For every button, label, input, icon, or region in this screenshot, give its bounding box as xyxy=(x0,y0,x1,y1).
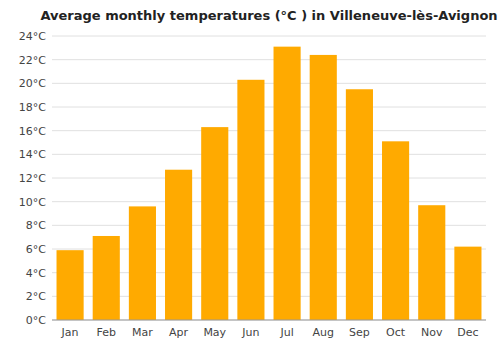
y-tick-label: 18°C xyxy=(19,101,46,114)
chart-container: Average monthly temperatures (°C ) in Vi… xyxy=(0,0,500,350)
x-tick-label: May xyxy=(203,326,226,339)
bar xyxy=(418,205,445,320)
x-tick-label: Nov xyxy=(421,326,443,339)
grid-line xyxy=(52,36,486,37)
bar xyxy=(237,80,264,320)
bar xyxy=(274,47,301,320)
bars xyxy=(57,47,482,320)
x-tick-label: Jul xyxy=(279,326,293,339)
grid-line xyxy=(52,154,486,155)
bar xyxy=(310,55,337,320)
x-tick-label: Apr xyxy=(169,326,189,339)
y-tick-label: 6°C xyxy=(26,243,46,256)
grid-line xyxy=(52,320,486,321)
x-axis-line xyxy=(52,320,486,321)
y-tick-label: 20°C xyxy=(19,77,46,90)
y-tick-label: 0°C xyxy=(26,314,46,327)
x-tick-label: Sep xyxy=(349,326,370,339)
y-tick-label: 4°C xyxy=(26,267,46,280)
bar xyxy=(93,236,120,320)
bar xyxy=(346,89,373,320)
chart-title: Average monthly temperatures (°C ) in Vi… xyxy=(40,8,497,23)
bar xyxy=(382,141,409,320)
chart: Average monthly temperatures (°C ) in Vi… xyxy=(0,0,500,350)
x-tick-label: Feb xyxy=(97,326,116,339)
y-tick-label: 16°C xyxy=(19,125,46,138)
bar xyxy=(165,170,192,320)
bar xyxy=(201,127,228,320)
grid-line xyxy=(52,107,486,108)
y-tick-label: 22°C xyxy=(19,54,46,67)
x-tick-label: Jun xyxy=(241,326,259,339)
y-tick-label: 24°C xyxy=(19,30,46,43)
x-tick-label: Mar xyxy=(132,326,153,339)
y-tick-label: 2°C xyxy=(26,290,46,303)
y-axis: 0°C 2°C 4°C 6°C 8°C 10°C 12°C 14°C 16°C 18°C 20°C 2… xyxy=(19,30,46,327)
y-tick-label: 14°C xyxy=(19,148,46,161)
x-tick-label: Jan xyxy=(61,326,79,339)
grid-line xyxy=(52,83,486,84)
grid-line xyxy=(52,130,486,131)
grid-line xyxy=(52,201,486,202)
bar xyxy=(129,206,156,320)
y-tick-label: 12°C xyxy=(19,172,46,185)
grid xyxy=(52,36,486,320)
x-axis: Jan Feb Mar Apr May Jun Jul Aug Sep Oct Nov Dec xyxy=(61,326,479,339)
bar xyxy=(454,247,481,320)
x-tick-label: Oct xyxy=(386,326,406,339)
grid-line xyxy=(52,178,486,179)
y-tick-label: 10°C xyxy=(19,196,46,209)
y-tick-label: 8°C xyxy=(26,219,46,232)
bar xyxy=(57,250,84,320)
grid-line xyxy=(52,59,486,60)
x-tick-label: Aug xyxy=(313,326,334,339)
x-tick-label: Dec xyxy=(457,326,478,339)
